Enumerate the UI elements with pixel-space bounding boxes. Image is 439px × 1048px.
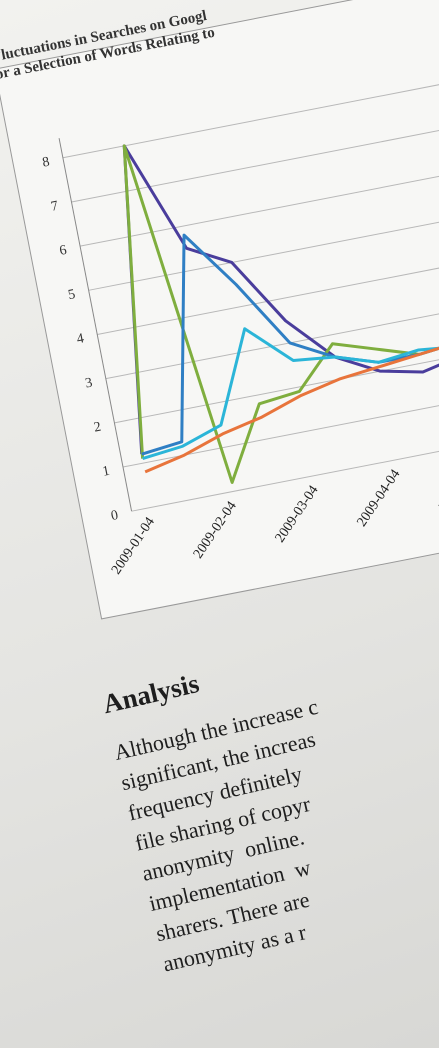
grid-line bbox=[122, 371, 439, 468]
chart: Fluctuations in Searches on Googl or a S… bbox=[0, 0, 439, 620]
y-tick-label: 0 bbox=[110, 508, 120, 524]
y-tick-label: 6 bbox=[58, 243, 68, 259]
grid-line bbox=[131, 415, 439, 512]
y-tick-label: 8 bbox=[41, 155, 51, 171]
series-line bbox=[122, 144, 439, 484]
series-line bbox=[122, 144, 439, 455]
y-tick-label: 2 bbox=[93, 420, 103, 436]
grid-line bbox=[105, 282, 439, 380]
grid-line bbox=[88, 194, 439, 291]
grid-line bbox=[79, 150, 439, 247]
y-axis bbox=[58, 138, 133, 512]
y-tick-label: 4 bbox=[75, 331, 85, 347]
y-tick-label: 7 bbox=[50, 199, 60, 215]
y-tick-label: 3 bbox=[84, 375, 94, 391]
grid-line bbox=[71, 106, 439, 203]
grid-line bbox=[114, 326, 439, 424]
series-line bbox=[144, 294, 439, 474]
chart-group: Fluctuations in Searches on Googl or a S… bbox=[0, 0, 439, 620]
grid-line bbox=[62, 61, 439, 159]
y-tick-label: 1 bbox=[101, 464, 111, 480]
y-tick-label: 5 bbox=[67, 287, 77, 303]
series-line bbox=[142, 303, 439, 461]
